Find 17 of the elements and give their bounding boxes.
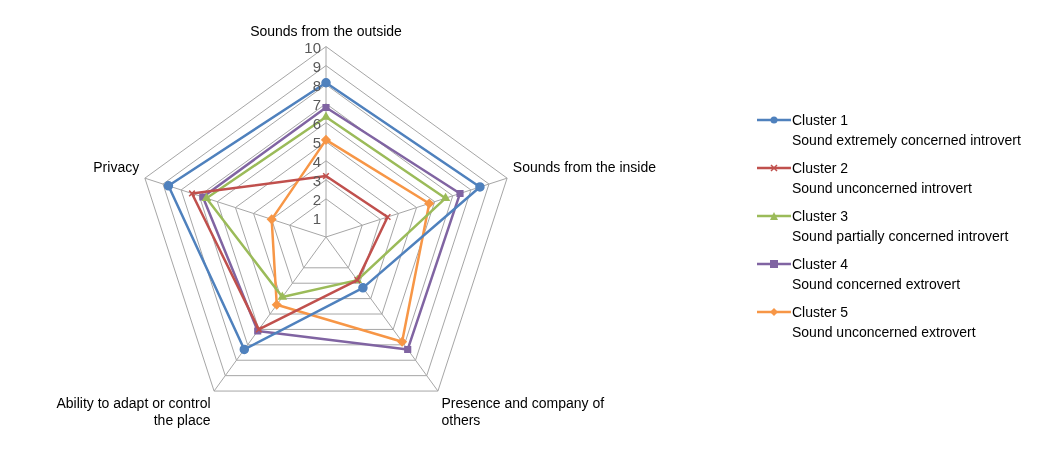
legend-label: Cluster 5 Sound unconcerned extrovert [792, 303, 976, 342]
y-tick-label: 2 [312, 191, 321, 209]
legend-label: Cluster 3 Sound partially concerned introvert [792, 207, 1009, 246]
y-tick-label: 1 [312, 210, 321, 228]
legend-label: Cluster 4 Sound concerned extrovert [792, 255, 961, 294]
spoke-label: Privacy [93, 158, 140, 175]
spoke-label: Ability to adapt or control the place [56, 395, 211, 428]
y-tick-label: 5 [312, 133, 321, 151]
spoke-label: Sounds from the inside [512, 158, 657, 175]
y-tick-label: 9 [312, 57, 321, 75]
legend-label: Cluster 2 Sound unconcerned introvert [792, 159, 972, 198]
y-tick-label: 4 [312, 152, 321, 170]
y-tick-label: 10 [304, 38, 321, 56]
spoke-label: Sounds from the outside [250, 23, 403, 40]
y-tick-label: 7 [312, 95, 321, 113]
legend-label: Cluster 1 Sound extremely concerned introvert [792, 111, 1021, 150]
spoke-label: Presence and company of others [441, 395, 605, 428]
